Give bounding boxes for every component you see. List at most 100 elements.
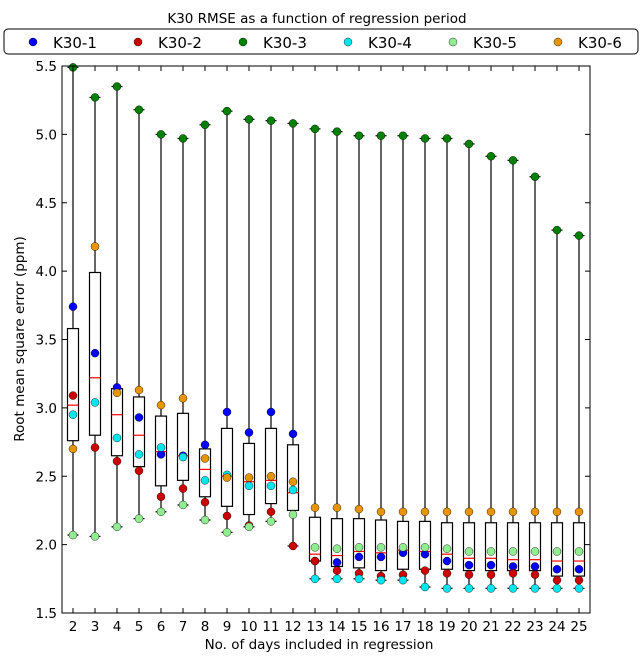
x-tick-label: 7 — [179, 619, 188, 635]
data-point-k30-3 — [332, 127, 342, 136]
data-point-k30-6 — [332, 503, 342, 512]
data-point-k30-6 — [156, 400, 166, 410]
data-point-k30-4 — [420, 582, 430, 592]
data-point-k30-4 — [310, 574, 320, 584]
data-point-k30-6 — [222, 473, 232, 482]
data-point-k30-4 — [112, 433, 122, 443]
data-point-k30-5 — [464, 547, 474, 556]
data-point-k30-6 — [310, 503, 320, 512]
data-point-k30-3 — [354, 131, 364, 140]
y-tick-label: 5.0 — [36, 127, 57, 143]
data-point-k30-3 — [508, 156, 518, 165]
data-point-k30-5 — [112, 522, 122, 532]
x-tick-label: 17 — [394, 619, 411, 635]
data-point-k30-4 — [90, 398, 100, 407]
data-point-k30-2 — [68, 391, 78, 400]
y-axis-label: Root mean square error (ppm) — [12, 236, 28, 442]
data-point-k30-5 — [420, 543, 430, 552]
legend-label-k30-2: K30-2 — [158, 34, 202, 52]
data-point-k30-4 — [552, 584, 562, 593]
data-point-k30-4 — [178, 452, 188, 462]
data-point-k30-2 — [222, 511, 232, 521]
data-point-k30-5 — [376, 543, 386, 552]
data-point-k30-2 — [508, 569, 518, 578]
legend-label-k30-3: K30-3 — [263, 34, 307, 52]
data-point-k30-6 — [464, 507, 474, 517]
y-tick-label: 1.5 — [36, 606, 57, 622]
legend-marker-k30-3 — [238, 37, 248, 47]
data-point-k30-3 — [574, 231, 584, 240]
data-point-k30-5 — [574, 547, 584, 556]
box — [66, 327, 80, 442]
box — [264, 427, 278, 505]
x-tick-label: 9 — [223, 619, 232, 635]
x-tick-label: 16 — [372, 619, 389, 635]
data-point-k30-3 — [222, 106, 232, 116]
data-point-k30-2 — [530, 570, 540, 579]
data-point-k30-6 — [244, 473, 254, 482]
data-point-k30-2 — [420, 566, 430, 575]
data-point-k30-4 — [244, 481, 254, 491]
data-point-k30-5 — [398, 543, 408, 552]
x-tick-label: 4 — [113, 619, 122, 635]
x-tick-label: 3 — [91, 619, 100, 635]
x-tick-label: 13 — [306, 619, 323, 635]
data-point-k30-1 — [288, 429, 298, 439]
data-point-k30-2 — [134, 466, 144, 475]
data-point-k30-5 — [442, 544, 452, 553]
data-point-k30-2 — [90, 443, 100, 452]
x-tick-label: 8 — [201, 619, 210, 635]
data-point-k30-1 — [332, 558, 342, 567]
x-tick-label: 23 — [526, 619, 543, 635]
data-point-k30-4 — [442, 584, 452, 593]
data-point-k30-4 — [288, 485, 298, 495]
data-point-k30-6 — [398, 507, 408, 517]
data-point-k30-4 — [354, 574, 364, 584]
data-point-k30-1 — [354, 552, 364, 562]
box — [220, 427, 234, 507]
data-point-k30-4 — [508, 584, 518, 593]
data-point-k30-3 — [310, 124, 320, 134]
x-tick-label: 2 — [69, 619, 78, 635]
y-tick-label: 3.5 — [36, 333, 57, 349]
data-point-k30-1 — [266, 407, 276, 417]
data-point-k30-5 — [310, 543, 320, 552]
data-point-k30-1 — [222, 407, 232, 417]
data-point-k30-3 — [552, 225, 562, 235]
x-tick-label: 22 — [504, 619, 521, 635]
data-point-k30-3 — [200, 120, 210, 130]
legend-marker-k30-1 — [28, 37, 38, 47]
data-point-k30-3 — [244, 115, 254, 124]
x-tick-label: 12 — [284, 619, 301, 635]
data-point-k30-4 — [376, 575, 386, 585]
data-point-k30-1 — [244, 428, 254, 437]
data-point-k30-2 — [464, 570, 474, 579]
data-point-k30-2 — [200, 498, 210, 507]
data-point-k30-1 — [200, 440, 210, 449]
data-point-k30-3 — [156, 130, 166, 139]
data-point-k30-1 — [486, 560, 496, 570]
x-tick-label: 5 — [135, 619, 144, 635]
y-tick-label: 4.5 — [36, 196, 57, 212]
data-point-k30-6 — [90, 242, 100, 251]
data-point-k30-6 — [68, 444, 78, 454]
data-point-k30-6 — [354, 504, 364, 514]
data-point-k30-3 — [376, 131, 386, 140]
y-tick-label: 4.0 — [36, 264, 57, 280]
data-point-k30-3 — [112, 82, 122, 91]
data-point-k30-3 — [90, 93, 100, 102]
box — [110, 388, 124, 457]
legend-label-k30-1: K30-1 — [53, 34, 97, 52]
x-tick-label: 20 — [460, 619, 477, 635]
data-point-k30-5 — [508, 547, 518, 556]
x-tick-label: 21 — [482, 619, 499, 635]
data-point-k30-4 — [156, 443, 166, 452]
data-point-k30-5 — [68, 530, 78, 540]
data-point-k30-5 — [200, 515, 210, 525]
data-point-k30-1 — [552, 565, 562, 574]
data-point-k30-2 — [266, 507, 276, 517]
data-point-k30-1 — [530, 562, 540, 571]
data-point-k30-5 — [90, 532, 100, 541]
y-tick-label: 2.0 — [36, 538, 57, 554]
